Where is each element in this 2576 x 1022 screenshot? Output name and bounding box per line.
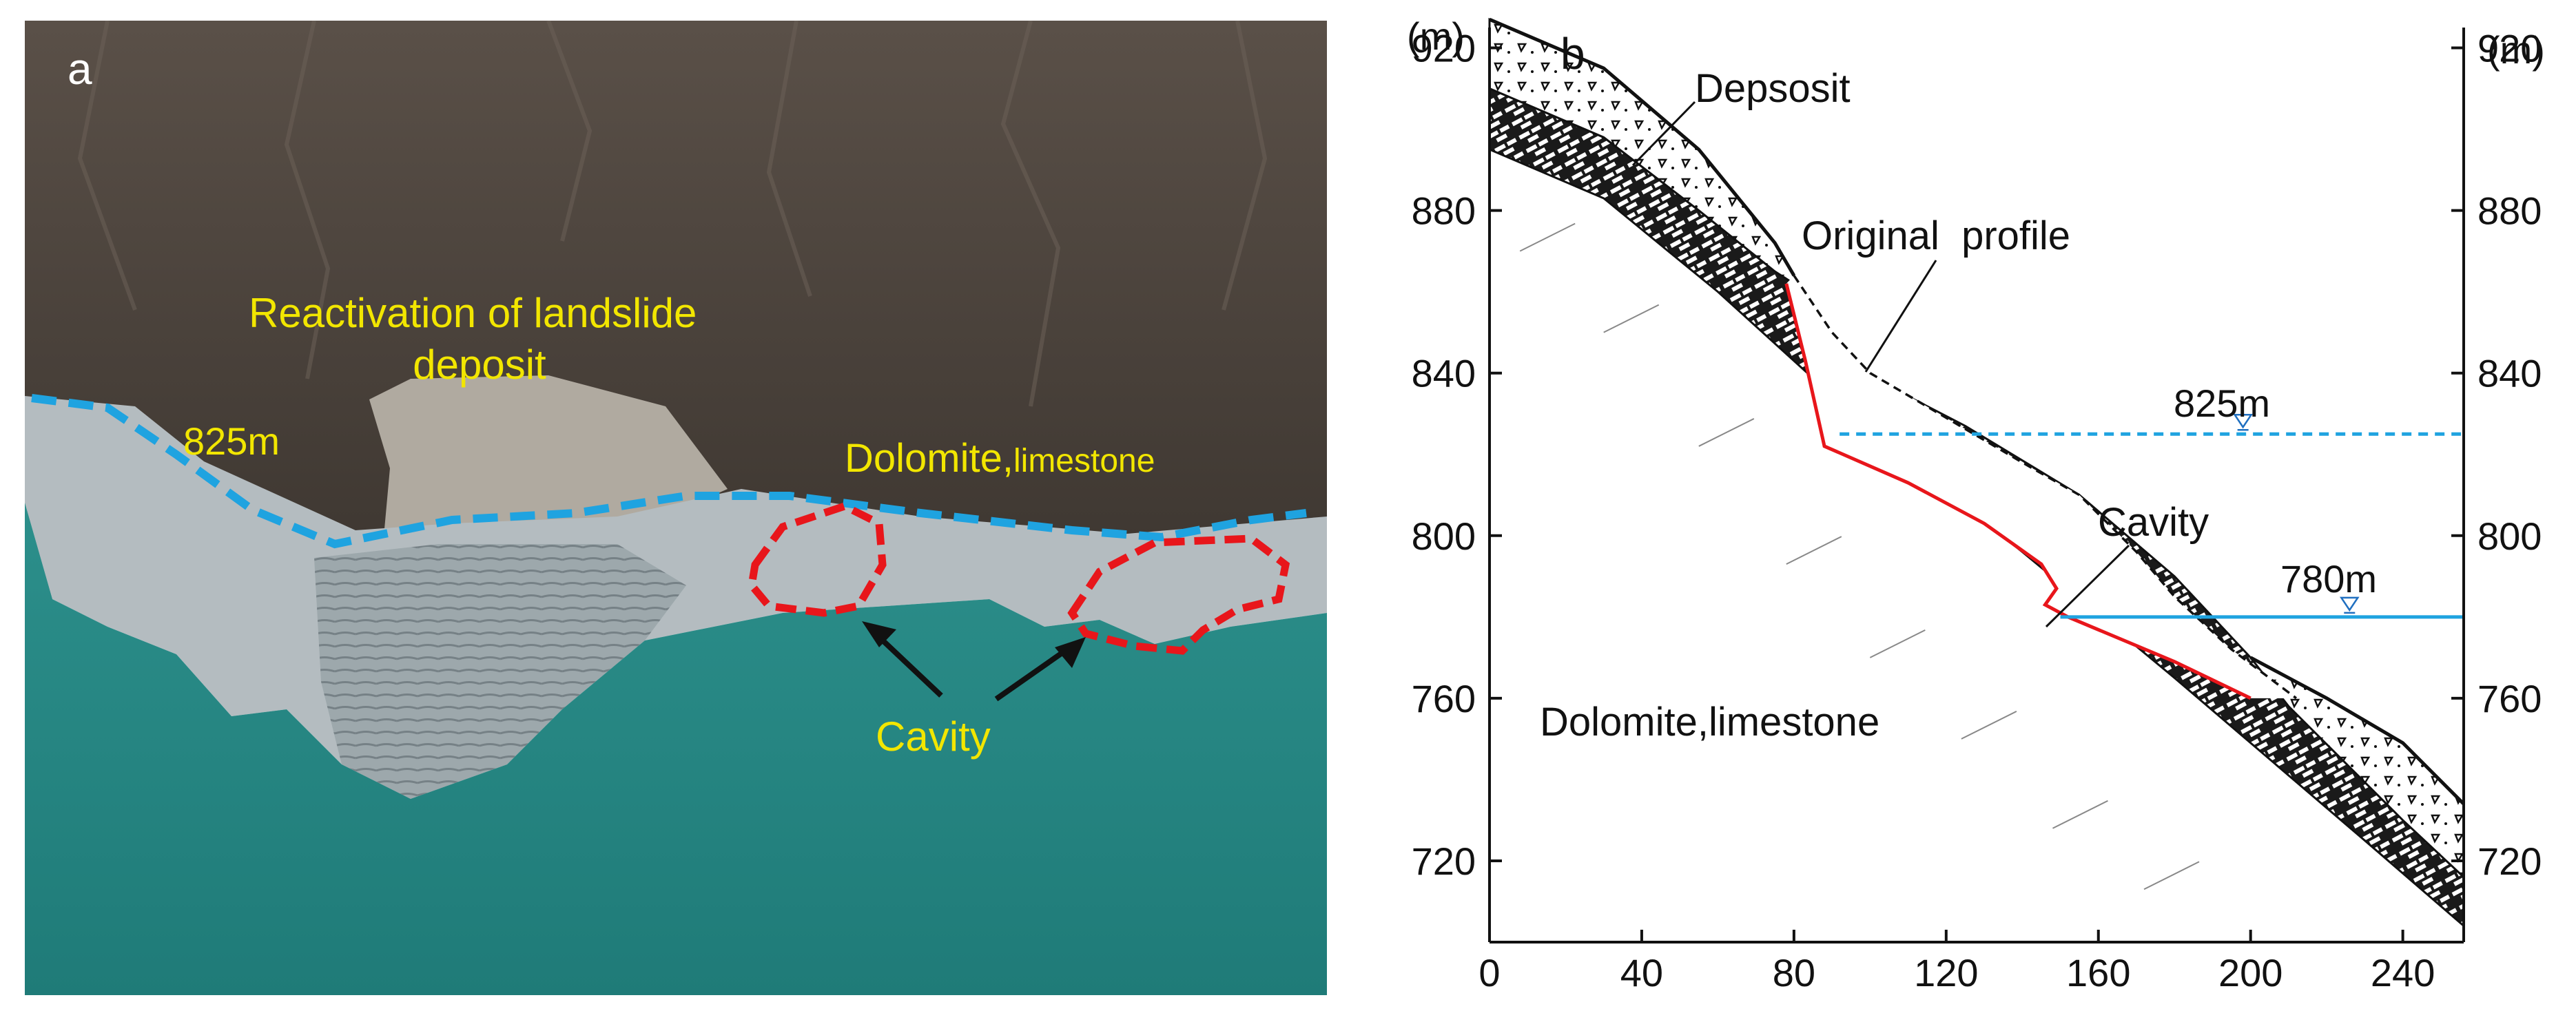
y-tick-label-left-5: 720 [1412,840,1476,883]
y-tick-label-right-2: 840 [2477,352,2542,395]
y-tick-label-right-4: 760 [2477,677,2542,720]
limestone-small-text: limestone [1013,443,1155,479]
unit-label-left: (m) [1407,14,1465,58]
arrow-to-cavity-2 [994,648,1067,702]
x-ticks: 0 40 80 120 160 200 240 [1478,930,2435,994]
bedding-line-5 [1961,710,2017,740]
cavity-leader [2045,544,2130,628]
panel-b-label: b [1560,29,1585,79]
failure-surface-line [1784,283,2252,700]
water-symbol-1 [2339,596,2360,612]
cross-section-plot [1488,17,2465,928]
bedding-line-2 [1698,418,1755,447]
arrow-head-1 [862,621,896,647]
y-tick-label-left-1: 880 [1412,189,1476,233]
y-tick-label-right-3: 800 [2477,514,2542,558]
unit-label-right: (m) [2487,28,2545,72]
bedding-line-0 [1519,222,1576,252]
original-profile-label: Original profile [1802,213,2070,258]
original-profile-line [1793,275,2298,700]
bedding-line-6 [2052,800,2108,829]
arrow-head-2 [1055,637,1086,668]
arrow-to-cavity-1 [877,635,943,698]
panel-a-photo: a Reactivation of landslide deposit 825m… [25,21,1327,995]
deposit-leader [1631,101,1696,167]
x-tick-label-0: 0 [1478,951,1500,994]
ground-surface-line [1489,17,1796,277]
x-tick-label-5: 200 [2218,951,2283,994]
bedding-line-1 [1603,304,1660,333]
x-tick-label-2: 80 [1773,951,1815,994]
reactivation-label-line1: Reactivation of landslide [249,290,697,336]
y-tick-label-left-4: 760 [1412,677,1476,720]
panel-a-label: a [68,44,92,94]
layered-promontory [314,544,686,799]
y-tick-label-right-1: 880 [2477,189,2542,233]
bedding-line-3 [1786,536,1842,565]
x-tick-label-1: 40 [1620,951,1663,994]
y-tick-label-right-5: 720 [2477,840,2542,883]
y-tick-label-left-0: 920 [1412,27,1476,70]
reservoir-water [25,503,1327,995]
deposit-label: Depsosit [1695,66,1851,111]
dolomite-main-text: Dolomite, [845,436,1013,481]
bedding-line-4 [1869,629,1926,658]
x-tick-label-3: 120 [1914,951,1978,994]
dolomite-label-b: Dolomite,limestone [1540,700,1879,744]
y-ticks-right: 920 880 840 800 760 720 [2451,27,2542,883]
y-tick-label-left-2: 840 [1412,352,1476,395]
y-ticks-left: 920 880 840 800 760 720 [1412,27,1502,883]
y-tick-label-left-3: 800 [1412,514,1476,558]
cavity-outline-1 [748,502,887,617]
panel-b-cross-section: 920 880 840 800 760 720 920 880 840 800 760 720 0 4… [1407,14,2545,994]
bedding-line-7 [2143,861,2200,890]
level-825-label-a: 825m [183,419,280,463]
cavity-label-b: Cavity [2098,500,2209,545]
removed-material-area [1786,275,2296,698]
level-780-label-b: 780m [2280,557,2377,601]
slope-texture [77,21,1268,407]
reactivation-label-line2: deposit [413,342,546,388]
cavity-label-a: Cavity [876,713,991,760]
original-profile-leader [1864,260,1937,373]
level-825-label-b: 825m [2174,382,2270,425]
dolomite-label-a: Dolomite,limestone [845,436,1155,481]
x-tick-label-6: 240 [2371,951,2435,994]
x-tick-label-4: 160 [2066,951,2130,994]
water-level-825-line [31,394,1307,549]
cavity-outline-2 [1067,534,1290,655]
ground-surface-toe-line [2249,656,2465,806]
water-symbol-0 [2233,413,2253,429]
y-tick-label-right-0: 920 [2477,27,2542,70]
